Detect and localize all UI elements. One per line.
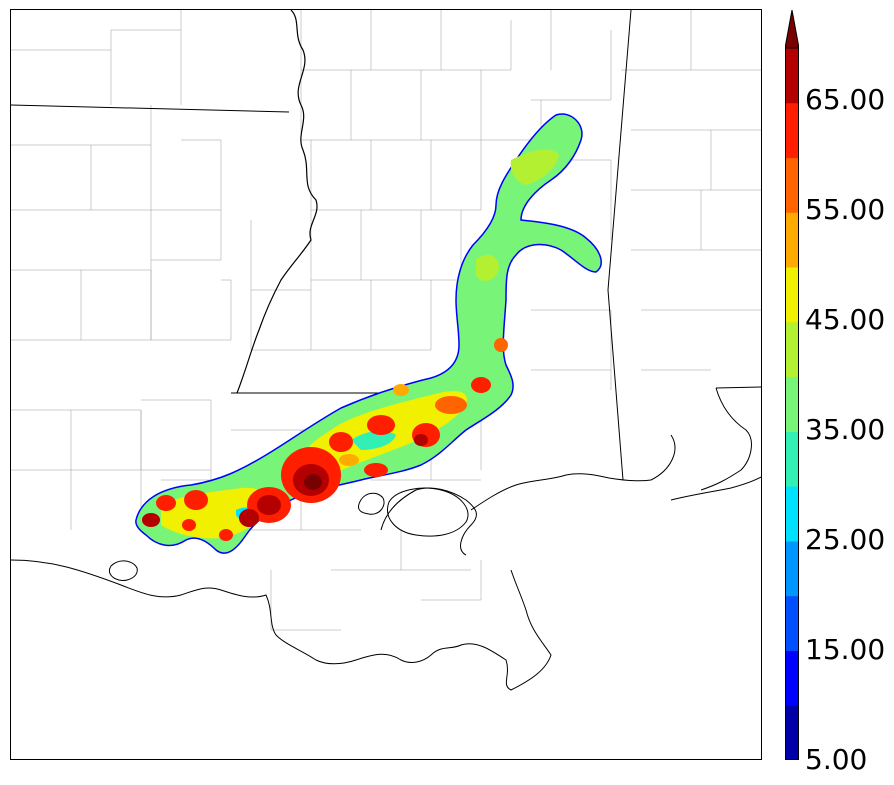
colorbar-segment [785, 650, 799, 706]
colorbar-tick-label: 55.00 [805, 193, 886, 226]
colorbar-tick-label: 35.00 [805, 413, 886, 446]
colorbar-segment [785, 157, 799, 213]
reflectivity-field [135, 113, 602, 554]
colorbar-outline [785, 47, 799, 760]
colorbar-segment [785, 431, 799, 487]
colorbar-tick-label: 65.00 [805, 83, 886, 116]
colorbar-segment [785, 595, 799, 651]
lake-maurepas [358, 492, 385, 515]
lake-pontchartrain [387, 487, 469, 537]
colorbar-tick-label: 45.00 [805, 303, 886, 336]
county-boundaries [11, 10, 761, 631]
coastline [11, 387, 761, 691]
coastal-lake [108, 560, 138, 581]
colorbar-segment [785, 376, 799, 432]
colorbar-segment [785, 267, 799, 323]
colorbar-segment [785, 48, 799, 104]
colorbar [785, 10, 799, 760]
colorbar-segment [785, 705, 799, 760]
colorbar-segment [785, 212, 799, 268]
colorbar-segment [785, 321, 799, 378]
colorbar-tick-label: 5.00 [805, 743, 868, 776]
map-svg [11, 10, 761, 691]
colorbar-extend-max [785, 10, 799, 49]
colorbar-tick-label: 15.00 [805, 633, 886, 666]
colorbar-tick-label: 25.00 [805, 523, 886, 556]
colorbar-segment [785, 540, 799, 597]
colorbar-segment [785, 486, 799, 542]
colorbar-segment [785, 102, 799, 159]
reflectivity-cores [142, 149, 559, 541]
mississippi-river [236, 10, 318, 394]
map-panel [10, 9, 762, 760]
